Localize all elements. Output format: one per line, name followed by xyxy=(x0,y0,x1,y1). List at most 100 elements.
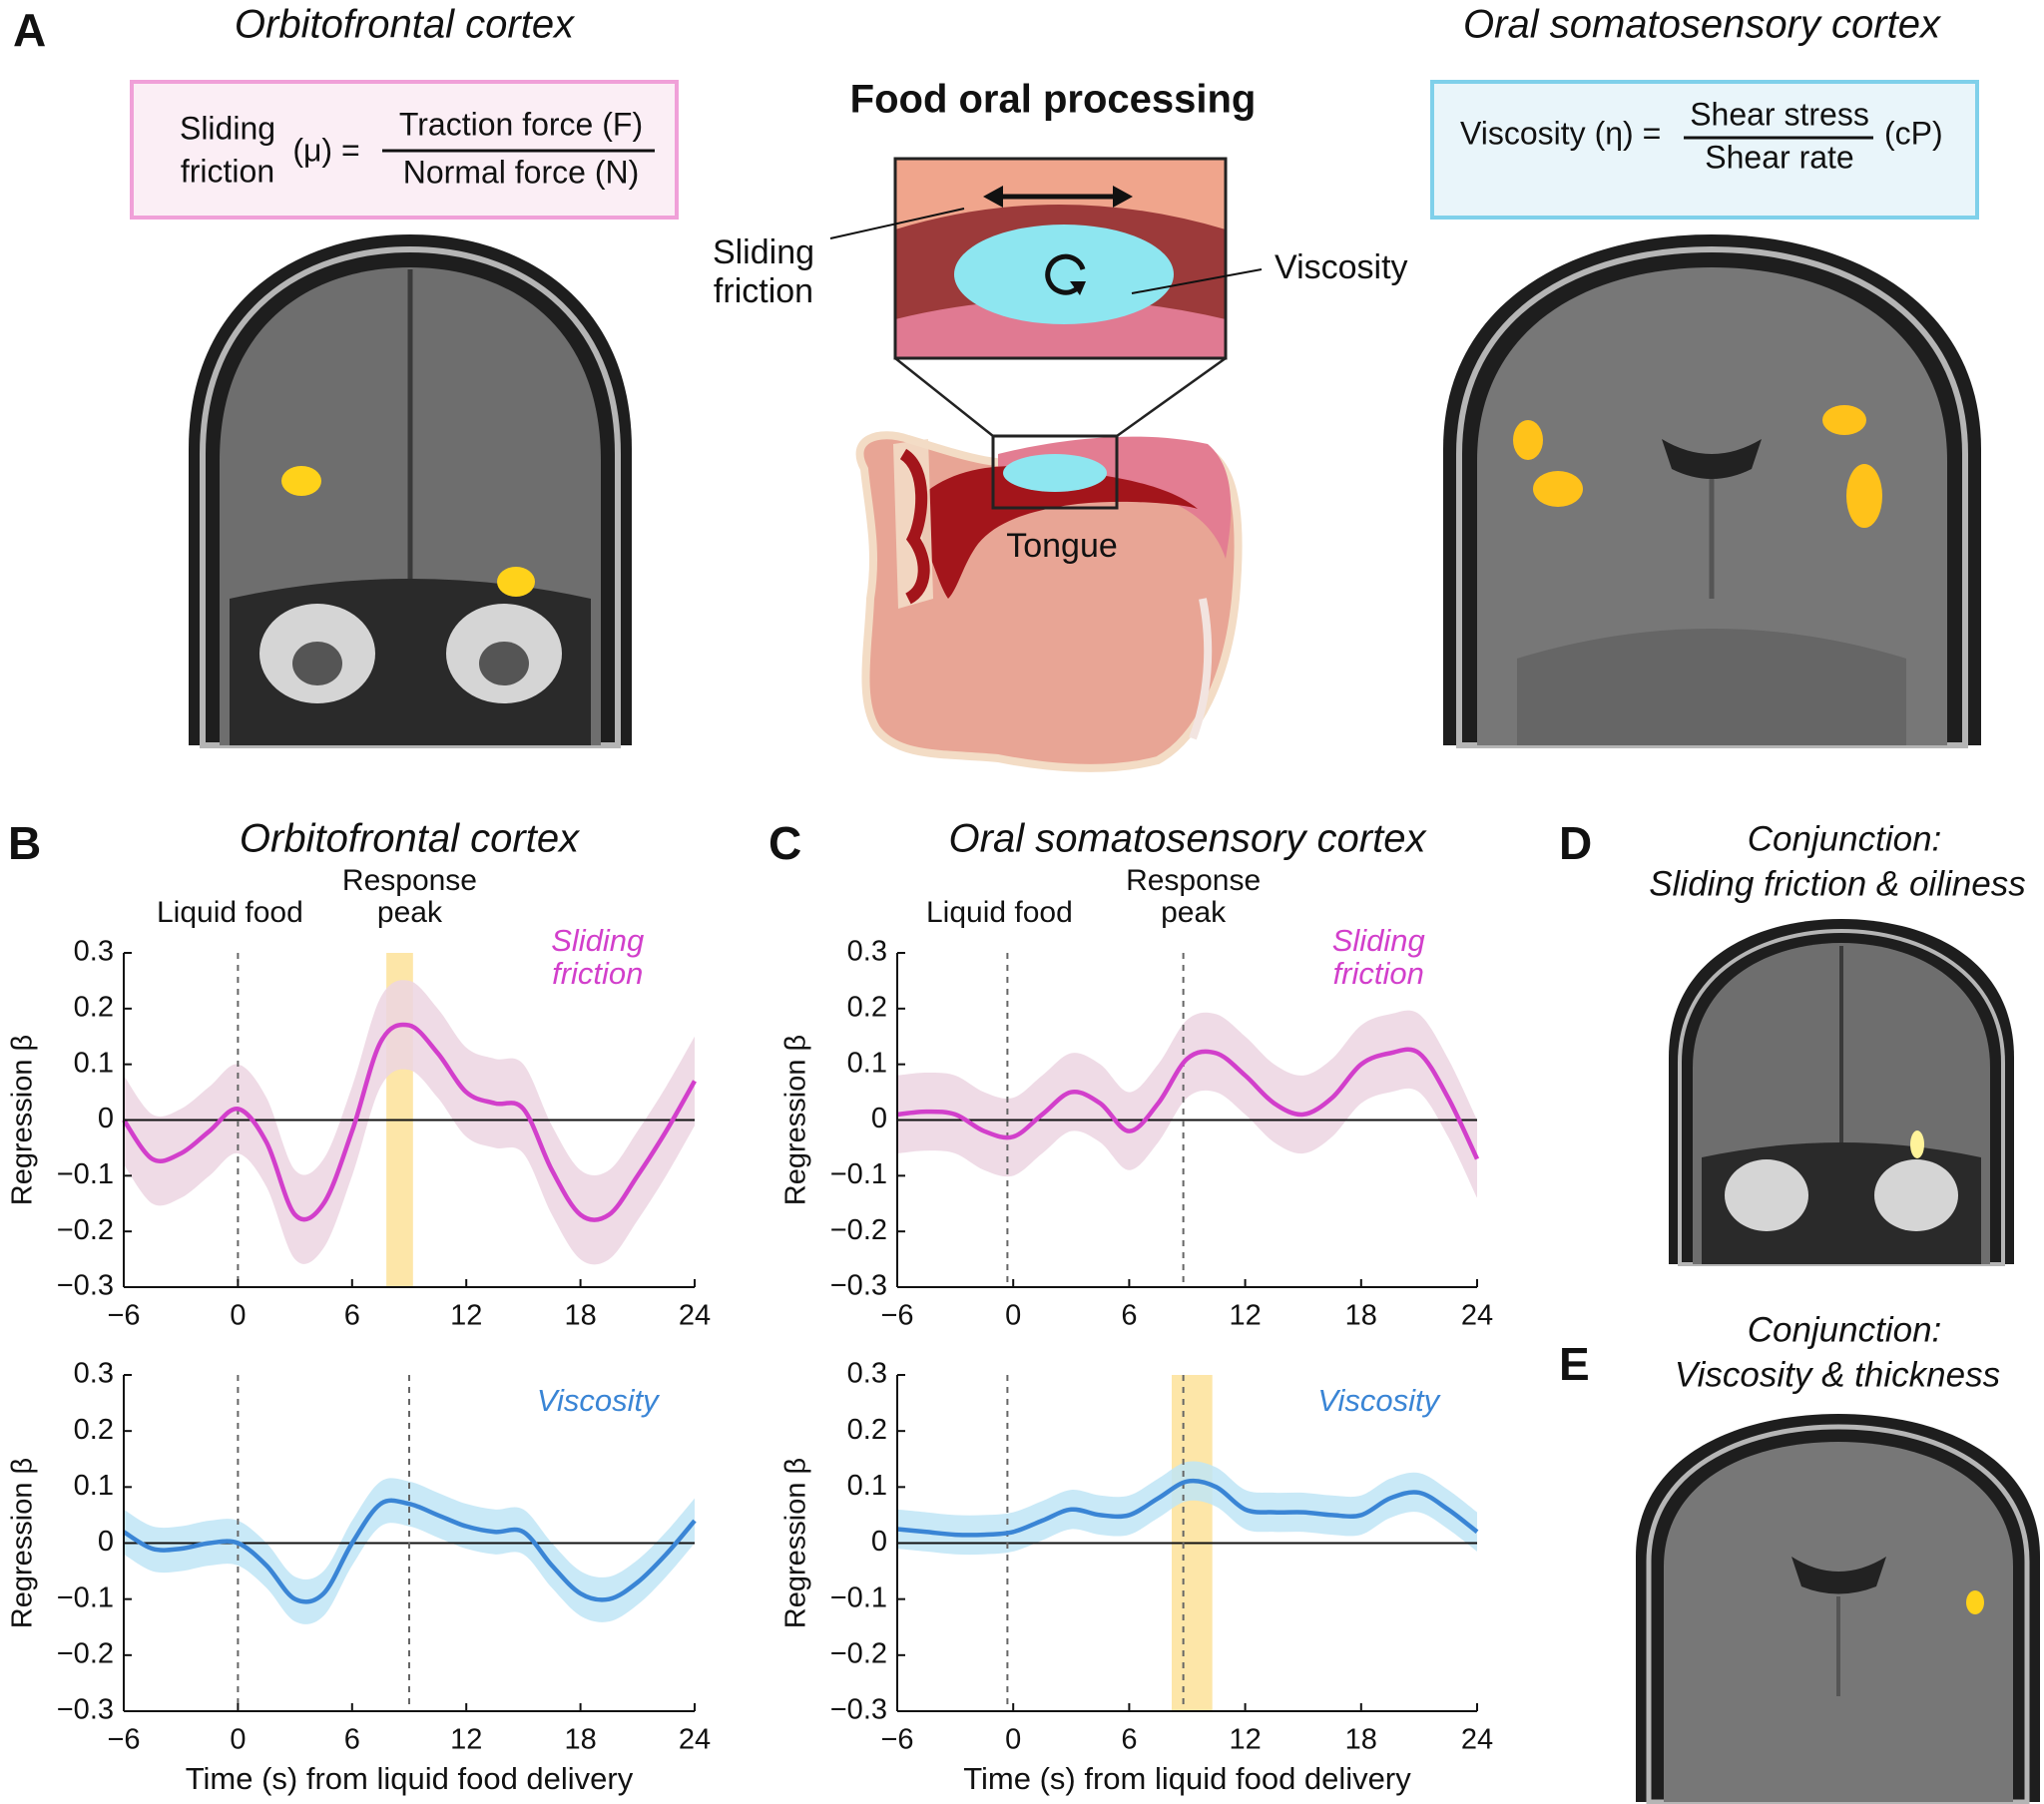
x-tick-label: 24 xyxy=(679,1300,711,1332)
annotation-box: Liquid food xyxy=(156,897,303,929)
x-tick-label: −6 xyxy=(880,1724,913,1756)
series-line xyxy=(122,1022,697,1222)
diagram-title: Food oral processing xyxy=(850,78,1257,122)
x-tick-label: −6 xyxy=(107,1300,140,1332)
panel-title: Orbitofrontal cortex xyxy=(235,3,576,47)
x-tick-label: 24 xyxy=(1461,1724,1493,1756)
y-tick-label: 0 xyxy=(98,1526,114,1558)
y-tick-label: 0 xyxy=(871,1103,887,1134)
formula-text: Sliding xyxy=(180,110,275,146)
legend-label: Sliding friction xyxy=(551,925,645,991)
x-tick-label: 18 xyxy=(564,1724,596,1756)
x-tick-label: −6 xyxy=(107,1724,140,1756)
y-tick-label: 0 xyxy=(871,1526,887,1558)
oral-diagram xyxy=(829,157,1263,772)
y-axis-label: Regression β xyxy=(780,1035,812,1205)
brain-image xyxy=(1636,1414,2040,1804)
ci-band xyxy=(124,1478,695,1624)
y-axis-label: Regression β xyxy=(7,1458,39,1628)
brain-image xyxy=(189,234,632,748)
y-tick-label: −0.2 xyxy=(57,1214,114,1246)
x-tick-label: 6 xyxy=(344,1724,360,1756)
y-tick-label: 0.3 xyxy=(847,936,887,968)
x-tick-label: 18 xyxy=(1345,1724,1377,1756)
diagram-label: Tongue xyxy=(1006,527,1118,565)
x-tick-label: 24 xyxy=(679,1724,711,1756)
chart-title: Oral somatosensory cortex xyxy=(949,817,1428,861)
panel-title: Conjunction: xyxy=(1748,1310,1942,1349)
y-tick-label: 0.3 xyxy=(74,1358,114,1390)
x-tick-label: 6 xyxy=(1121,1300,1137,1332)
panel-label: B xyxy=(8,817,41,869)
panel-label: C xyxy=(768,817,801,869)
x-tick-label: 18 xyxy=(564,1300,596,1332)
x-tick-label: 0 xyxy=(1005,1300,1021,1332)
formula-text: Shear stress xyxy=(1690,96,1869,132)
legend-label: Sliding friction xyxy=(1331,925,1425,991)
y-tick-label: −0.2 xyxy=(830,1214,887,1246)
panel-title: Conjunction: xyxy=(1748,819,1942,858)
annotation: Liquid food xyxy=(925,897,1073,929)
formula-text: Normal force (N) xyxy=(403,154,639,190)
ci-band xyxy=(897,1461,1477,1556)
annotation: Liquid food xyxy=(156,897,303,929)
chart-title: Orbitofrontal cortex xyxy=(240,817,581,861)
y-tick-label: 0.1 xyxy=(847,1470,887,1502)
annotation-box: Response peak xyxy=(341,865,477,929)
legend-label-box: Sliding friction xyxy=(1331,925,1425,991)
y-tick-label: 0.2 xyxy=(74,991,114,1023)
y-tick-label: −0.2 xyxy=(830,1637,887,1669)
series-line xyxy=(122,1498,697,1604)
x-tick-label: 18 xyxy=(1345,1300,1377,1332)
x-axis-label: Time (s) from liquid food delivery xyxy=(186,1761,634,1796)
y-tick-label: −0.1 xyxy=(830,1581,887,1613)
x-axis-label: Time (s) from liquid food delivery xyxy=(963,1761,1411,1796)
x-tick-label: 6 xyxy=(344,1300,360,1332)
brain-image xyxy=(1669,919,2014,1266)
y-tick-label: −0.1 xyxy=(57,1158,114,1190)
y-tick-label: 0.2 xyxy=(74,1414,114,1446)
y-tick-label: 0.1 xyxy=(847,1047,887,1079)
x-tick-label: 24 xyxy=(1461,1300,1493,1332)
y-tick-label: −0.3 xyxy=(830,1694,887,1726)
y-axis-label: Regression β xyxy=(7,1035,39,1205)
x-tick-label: 0 xyxy=(230,1724,246,1756)
legend-label-box: Viscosity xyxy=(1317,1385,1440,1418)
legend-label: Viscosity xyxy=(1317,1385,1440,1418)
x-tick-label: 12 xyxy=(1229,1724,1261,1756)
y-tick-label: 0.1 xyxy=(74,1047,114,1079)
x-tick-label: 12 xyxy=(450,1300,482,1332)
diagram-label: friction xyxy=(714,272,813,310)
brain-image xyxy=(1443,234,1981,748)
annotation-box: Response peak xyxy=(1126,865,1262,929)
y-tick-label: 0.2 xyxy=(847,1414,887,1446)
formula-box xyxy=(1430,80,1979,220)
formula-text: Viscosity (η) = xyxy=(1460,115,1661,151)
annotation-box: Liquid food xyxy=(925,897,1073,929)
panel-label: A xyxy=(13,4,46,56)
formula-text: Traction force (F) xyxy=(399,106,643,142)
formula-text: (cP) xyxy=(1884,115,1943,151)
legend-label-box: Sliding friction xyxy=(551,925,645,991)
x-tick-label: 6 xyxy=(1121,1724,1137,1756)
annotation: Response peak xyxy=(341,865,477,929)
y-tick-label: −0.2 xyxy=(57,1637,114,1669)
y-tick-label: −0.1 xyxy=(830,1158,887,1190)
diagram-label: Sliding xyxy=(713,233,814,271)
diagram-label: Viscosity xyxy=(1275,248,1408,286)
formula-text: Shear rate xyxy=(1705,139,1853,175)
x-tick-label: 0 xyxy=(230,1300,246,1332)
x-tick-label: 12 xyxy=(1229,1300,1261,1332)
legend-label-box: Viscosity xyxy=(536,1385,659,1418)
y-tick-label: 0.3 xyxy=(847,1358,887,1390)
y-tick-label: 0 xyxy=(98,1103,114,1134)
y-axis-label: Regression β xyxy=(780,1458,812,1628)
ci-band xyxy=(124,980,695,1265)
y-tick-label: −0.3 xyxy=(57,1270,114,1302)
x-tick-label: 12 xyxy=(450,1724,482,1756)
annotation: Response peak xyxy=(1126,865,1262,929)
legend-label: Viscosity xyxy=(536,1385,659,1418)
y-tick-label: −0.1 xyxy=(57,1581,114,1613)
